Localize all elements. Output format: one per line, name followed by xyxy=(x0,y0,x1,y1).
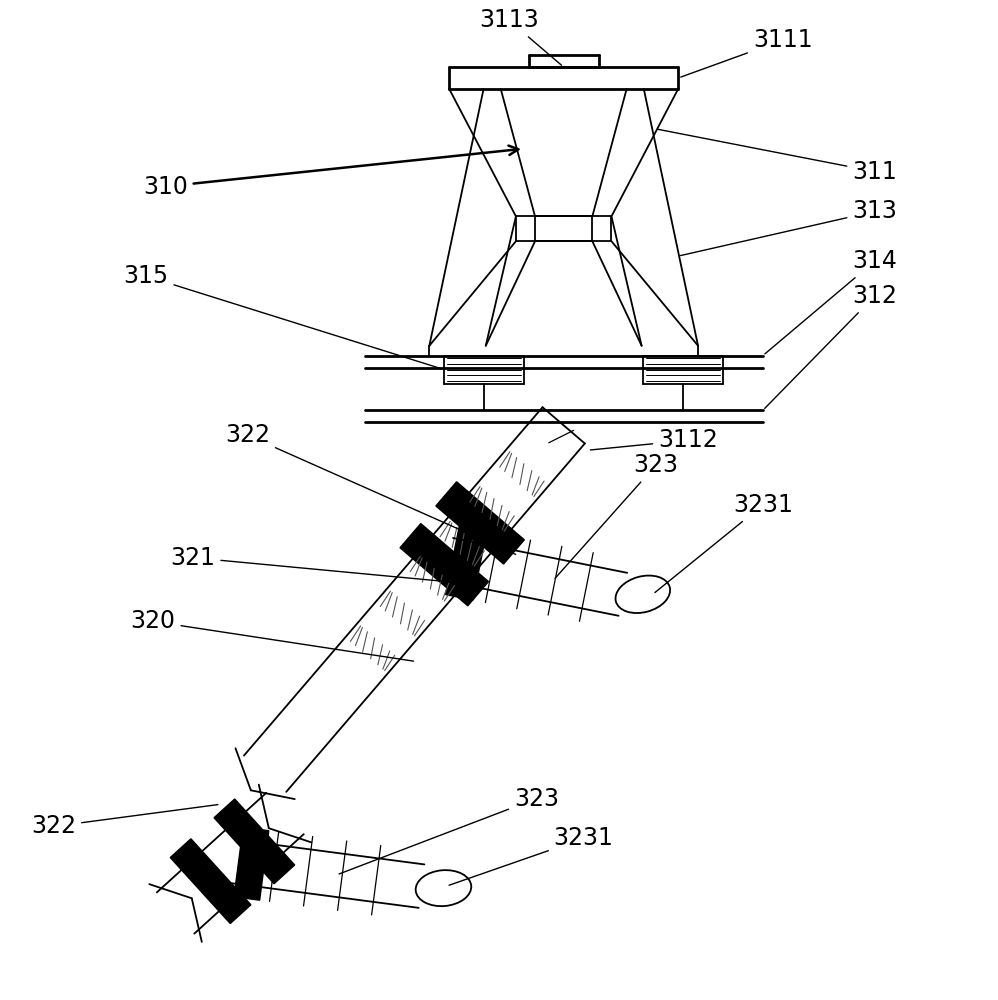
Polygon shape xyxy=(234,827,268,900)
Text: 320: 320 xyxy=(131,609,413,661)
Polygon shape xyxy=(171,839,250,924)
Polygon shape xyxy=(436,482,524,564)
Text: 313: 313 xyxy=(681,199,897,256)
Text: 3111: 3111 xyxy=(681,28,812,77)
Text: 321: 321 xyxy=(171,546,479,585)
Polygon shape xyxy=(446,526,487,600)
Text: 311: 311 xyxy=(658,129,897,184)
Text: 310: 310 xyxy=(143,146,518,199)
Text: 3113: 3113 xyxy=(479,8,562,65)
Text: 314: 314 xyxy=(764,249,897,354)
Text: 3112: 3112 xyxy=(591,428,718,452)
Text: 322: 322 xyxy=(226,423,516,554)
Polygon shape xyxy=(215,799,294,884)
Text: 323: 323 xyxy=(555,453,679,578)
Text: 3231: 3231 xyxy=(449,826,614,885)
Text: 323: 323 xyxy=(339,787,559,874)
Text: 322: 322 xyxy=(31,805,218,838)
Text: 312: 312 xyxy=(764,284,897,408)
Text: 315: 315 xyxy=(124,264,441,369)
Polygon shape xyxy=(400,524,488,606)
Text: 3231: 3231 xyxy=(655,493,792,593)
